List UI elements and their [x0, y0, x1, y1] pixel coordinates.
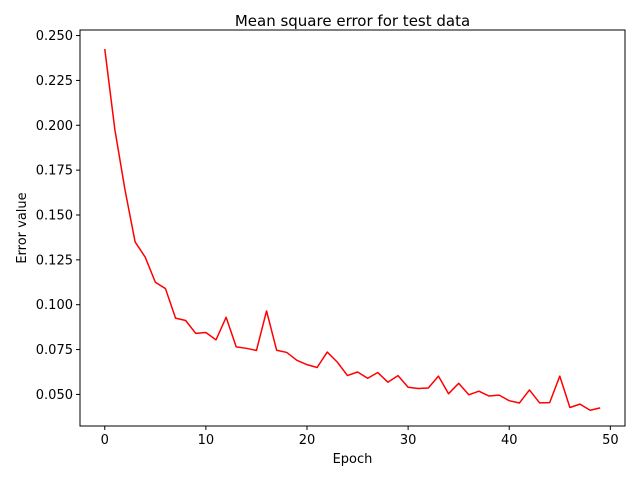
x-tick-label: 40	[501, 433, 518, 448]
y-tick-label: 0.100	[36, 298, 73, 313]
series-line-0	[104, 48, 601, 411]
y-tick-label: 0.200	[36, 119, 73, 134]
y-tick-label: 0.050	[36, 388, 73, 403]
y-tick-label: 0.250	[36, 29, 73, 44]
x-tick-label: 10	[198, 433, 215, 448]
x-axis-label: Epoch	[333, 452, 373, 467]
y-tick-label: 0.125	[36, 253, 73, 268]
y-tick-label: 0.175	[36, 164, 73, 179]
y-tick-label: 0.075	[36, 343, 73, 358]
y-axis-label: Error value	[15, 192, 30, 263]
x-tick-label: 20	[299, 433, 316, 448]
x-tick-label: 50	[602, 433, 619, 448]
y-tick-label: 0.225	[36, 74, 73, 89]
x-tick-label: 30	[400, 433, 417, 448]
x-tick-label: 0	[101, 433, 109, 448]
y-tick-label: 0.150	[36, 208, 73, 223]
chart-title: Mean square error for test data	[235, 12, 470, 30]
plot-frame	[79, 29, 626, 427]
